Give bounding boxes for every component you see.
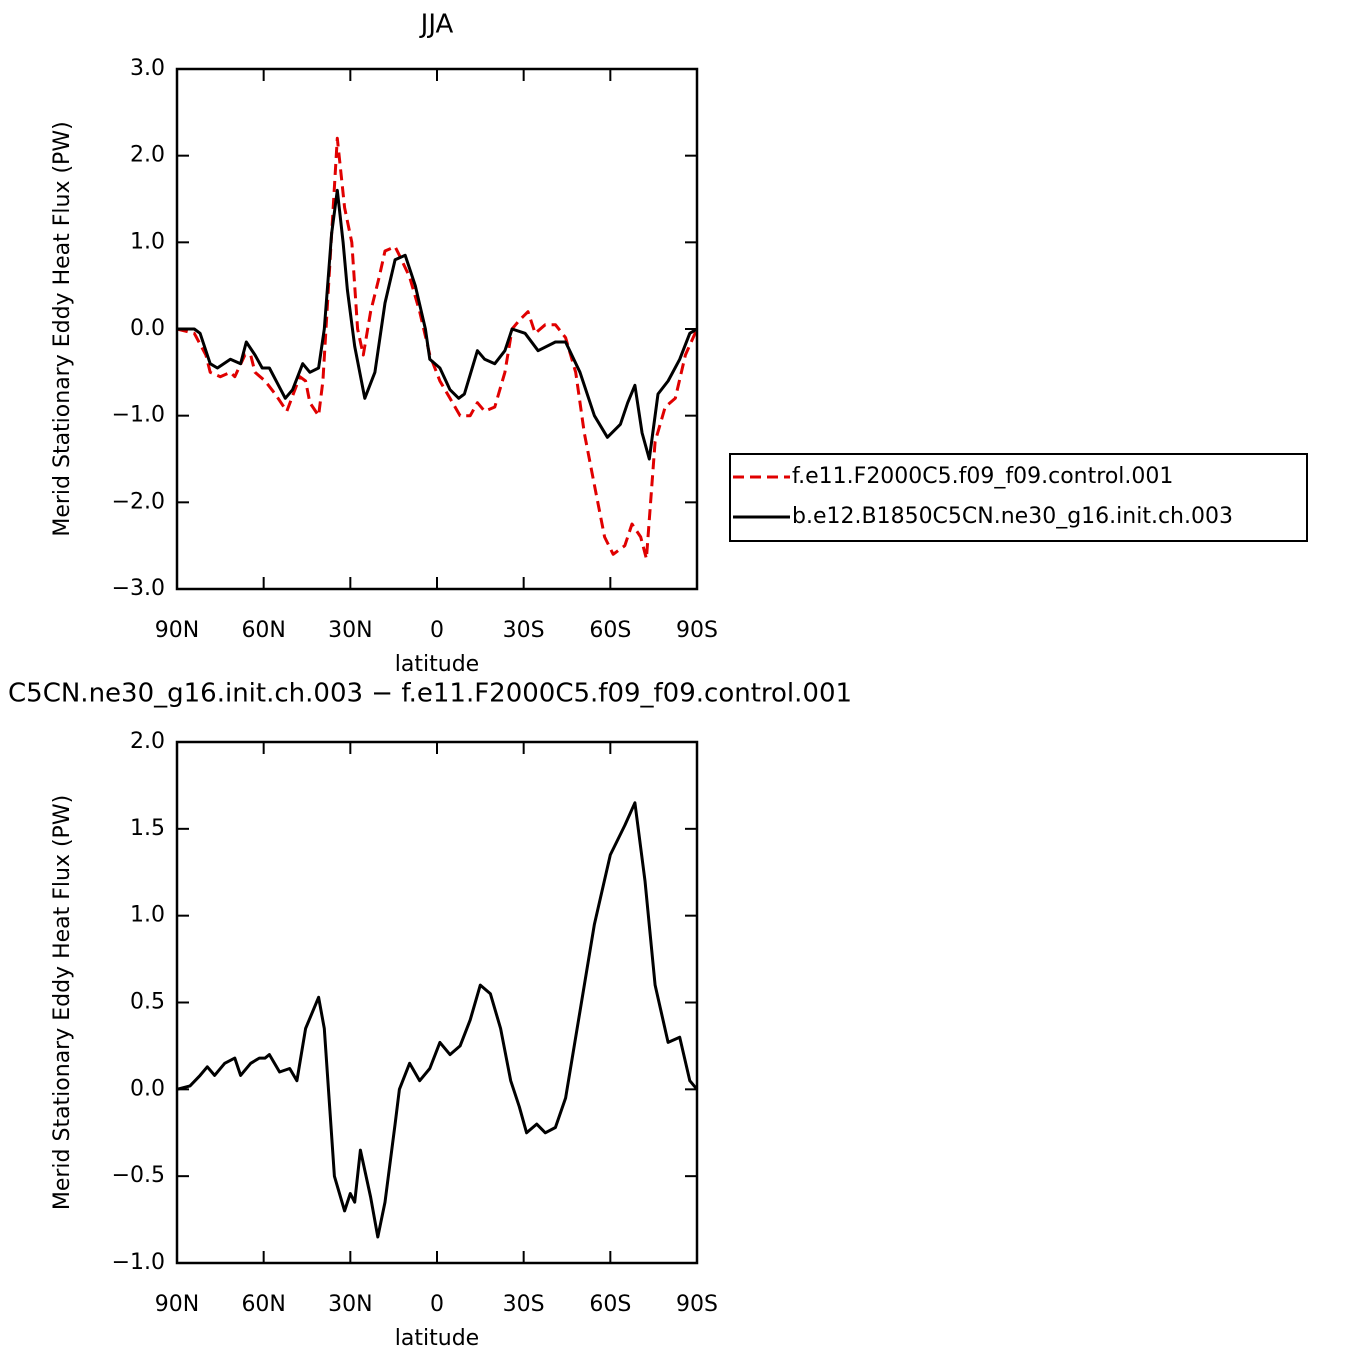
y-tick-label: 0.5	[130, 990, 165, 1015]
plot-frame	[175, 67, 699, 591]
y-axis-label: Merid Stationary Eddy Heat Flux (PW)	[50, 795, 75, 1210]
series-line	[176, 136, 699, 561]
y-tick-label: −0.5	[112, 1163, 165, 1188]
x-tick-label: 60N	[241, 1292, 285, 1317]
legend-box	[729, 453, 1308, 542]
x-tick-label: 60S	[589, 618, 631, 643]
chart-title: JJA	[419, 10, 454, 40]
x-tick-label: 30N	[328, 1292, 372, 1317]
y-tick-label: 1.0	[130, 903, 165, 928]
x-tick-label: 30S	[503, 618, 545, 643]
legend-label: f.e11.F2000C5.f09_f09.control.001	[792, 464, 1173, 489]
y-tick-label: 2.0	[130, 143, 165, 168]
x-axis-label: latitude	[395, 1326, 479, 1351]
x-tick-label: 60S	[589, 1292, 631, 1317]
x-tick-label: 90S	[676, 618, 718, 643]
x-tick-label: 90N	[155, 618, 199, 643]
x-axis-label: latitude	[395, 652, 479, 677]
y-tick-label: 1.5	[130, 816, 165, 841]
x-tick-label: 60N	[241, 618, 285, 643]
x-tick-label: 90S	[676, 1292, 718, 1317]
y-tick-label: 3.0	[130, 56, 165, 81]
y-tick-label: −3.0	[112, 576, 165, 601]
y-tick-label: 2.0	[130, 729, 165, 754]
y-tick-label: −1.0	[112, 1250, 165, 1275]
y-tick-label: 0.0	[130, 316, 165, 341]
y-tick-label: −1.0	[112, 403, 165, 428]
x-tick-label: 0	[430, 618, 444, 643]
x-tick-label: 90N	[155, 1292, 199, 1317]
y-tick-label: 1.0	[130, 229, 165, 254]
y-axis-label: Merid Stationary Eddy Heat Flux (PW)	[50, 121, 75, 536]
chart-title: C5CN.ne30_g16.init.ch.003 − f.e11.F2000C…	[8, 679, 852, 709]
series-line	[177, 188, 698, 461]
x-tick-label: 0	[430, 1292, 444, 1317]
x-tick-label: 30S	[503, 1292, 545, 1317]
y-tick-label: −2.0	[112, 489, 165, 514]
y-tick-label: 0.0	[130, 1076, 165, 1101]
series-line	[176, 801, 699, 1239]
x-tick-label: 30N	[328, 618, 372, 643]
legend-label: b.e12.B1850C5CN.ne30_g16.init.ch.003	[792, 504, 1233, 529]
plot-frame	[175, 740, 699, 1265]
